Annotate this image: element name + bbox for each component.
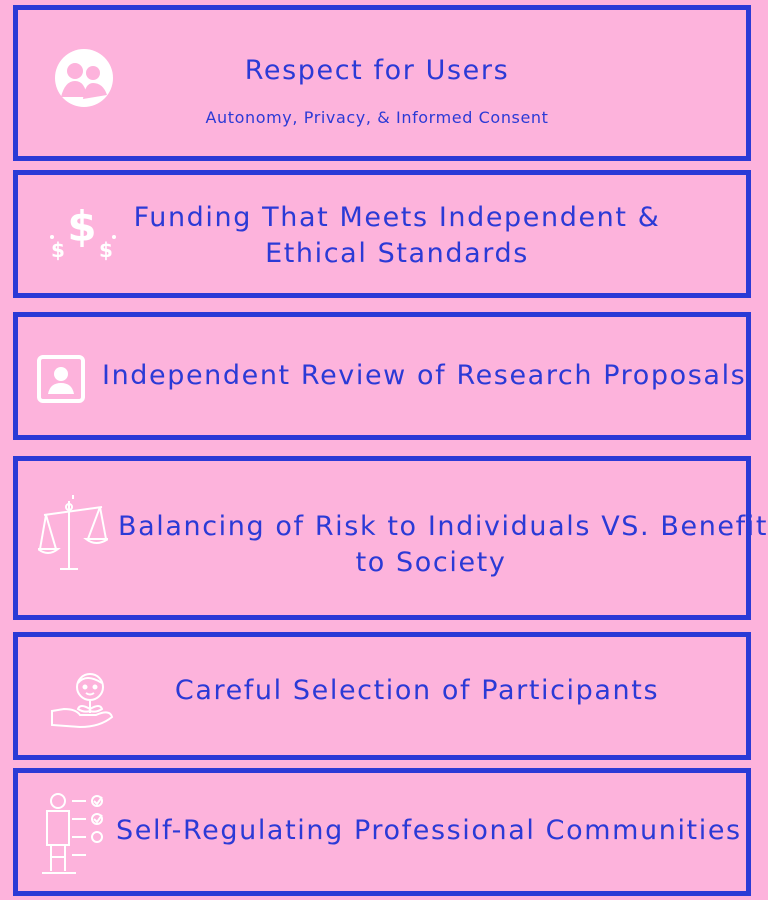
person-checklist-icon bbox=[42, 793, 103, 874]
principle-title-line: Ethical Standards bbox=[265, 238, 529, 269]
svg-text:$: $ bbox=[51, 238, 65, 262]
principle-subtitle: Autonomy, Privacy, & Informed Consent bbox=[205, 108, 549, 127]
principle-title: Careful Selection of Participants bbox=[174, 675, 660, 706]
people-circle-icon bbox=[55, 49, 113, 107]
principle-card-participant-selection: Careful Selection of Participants bbox=[13, 632, 751, 760]
principle-card-risk-benefit: Balancing of Risk to Individuals VS. Ben… bbox=[13, 456, 768, 620]
principle-card-independent-review: Independent Review of Research Proposals bbox=[13, 312, 751, 440]
svg-text:$: $ bbox=[99, 238, 113, 262]
principle-card-respect-for-users: Respect for Users Autonomy, Privacy, & I… bbox=[13, 5, 751, 161]
principle-title: Self-Regulating Professional Communities bbox=[116, 815, 742, 846]
svg-text:$: $ bbox=[67, 202, 96, 251]
principle-title: Balancing of Risk to Individuals VS. Ben… bbox=[118, 509, 768, 581]
hand-holding-person-icon bbox=[51, 673, 114, 729]
principle-title-line: Funding That Meets Independent & bbox=[133, 202, 661, 233]
balance-scale-icon bbox=[38, 495, 108, 570]
principle-title: Funding That Meets Independent & Ethical… bbox=[38, 200, 756, 272]
principle-title: Respect for Users bbox=[244, 55, 510, 86]
principle-title-line: to Society bbox=[355, 547, 507, 578]
principle-title-line: Balancing of Risk to Individuals VS. Ben… bbox=[118, 511, 768, 542]
principle-card-self-regulating: Self-Regulating Professional Communities bbox=[13, 768, 751, 896]
principle-title: Independent Review of Research Proposals bbox=[102, 360, 747, 391]
dollar-signs-icon: $ $ $ bbox=[50, 202, 116, 262]
profile-card-icon bbox=[37, 355, 85, 403]
principle-card-funding: $ $ $ Funding That Meets Independent & E… bbox=[13, 170, 751, 298]
